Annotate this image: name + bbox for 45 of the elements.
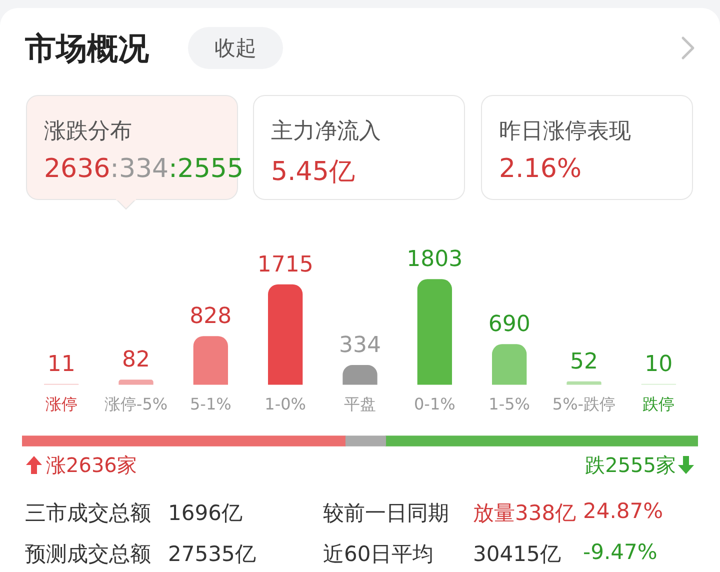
text: 24.87%: [583, 499, 664, 523]
data-label: 690: [488, 312, 530, 338]
data-label: 10: [644, 352, 673, 377]
bar: [492, 344, 527, 385]
text: 30415亿: [473, 541, 561, 568]
data-label: 82: [122, 348, 150, 373]
bar: [342, 364, 378, 385]
chart-title: 市场概况: [25, 30, 149, 69]
text: 5.45亿: [271, 156, 355, 189]
text: 昨日涨停表现: [499, 118, 631, 146]
text: 涨2636家: [46, 452, 137, 479]
bar: [118, 380, 154, 385]
text: 近60日平均: [323, 541, 434, 568]
text: 放量338亿: [473, 500, 576, 527]
text: 三市成交总额: [25, 500, 151, 527]
data-label: 11: [47, 352, 76, 377]
x-tick-label: 涨停: [45, 394, 78, 414]
data-label: 1803: [406, 247, 463, 272]
text: 27535亿: [168, 541, 256, 568]
bar: [417, 279, 452, 385]
text: 收起: [188, 27, 283, 69]
text: -9.47%: [583, 540, 658, 564]
x-tick-label: 平盘: [344, 394, 376, 414]
x-tick-label: 跌停: [642, 394, 675, 414]
text: 主力净流入: [271, 118, 381, 146]
data-label: 52: [570, 349, 598, 374]
text: 跌2555家: [585, 452, 676, 479]
data-label: 828: [190, 304, 232, 330]
bar: [193, 336, 228, 385]
bar: [268, 284, 303, 385]
text: 1696亿: [168, 500, 242, 527]
x-tick-label: 涨停-5%: [104, 394, 168, 414]
bar: [566, 381, 602, 385]
x-tick-label: 5%-跌停: [552, 394, 616, 414]
x-tick-label: 1-0%: [264, 394, 306, 414]
data-label: 1715: [257, 252, 314, 278]
x-tick-label: 1-5%: [488, 394, 530, 414]
text: 预测成交总额: [25, 541, 151, 568]
x-tick-label: 5-1%: [190, 394, 232, 414]
text: 涨跌分布: [44, 118, 132, 146]
text: 2.16%: [499, 154, 582, 184]
data-label: 334: [339, 333, 381, 358]
text: 较前一日同期: [323, 500, 449, 527]
text: 2636:334:2555: [44, 154, 244, 184]
x-tick-label: 0-1%: [414, 394, 456, 414]
